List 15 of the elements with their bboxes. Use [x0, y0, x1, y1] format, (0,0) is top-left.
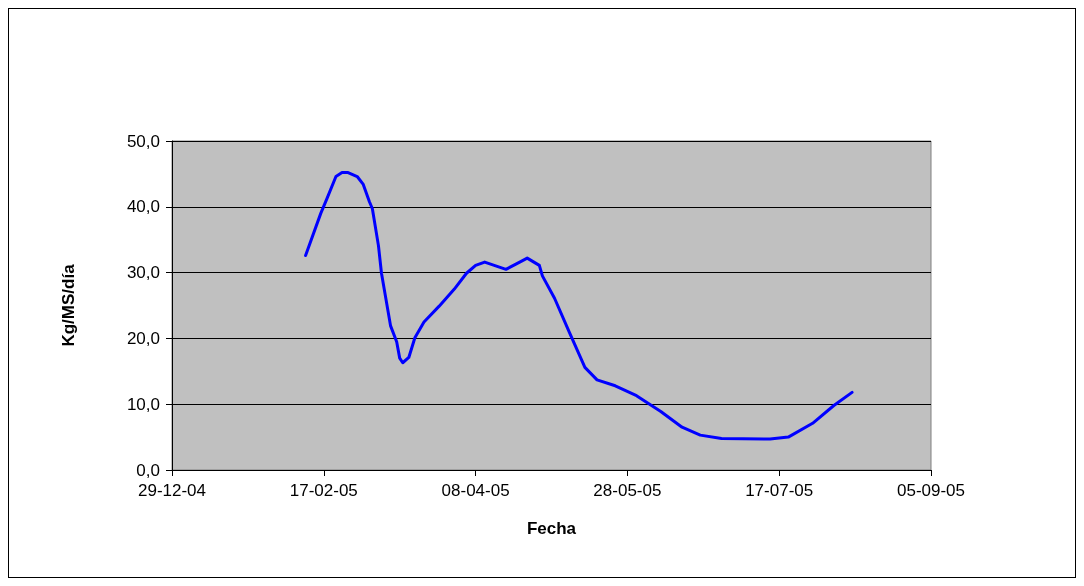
x-axis-title: Fecha — [526, 519, 577, 538]
line-series — [304, 171, 854, 441]
x-tick-label: 29-12-04 — [137, 481, 207, 500]
x-tick-label: 28-05-05 — [593, 481, 662, 500]
x-tick-label: 05-09-05 — [896, 481, 966, 500]
y-axis-title: Kg/MS/día — [59, 263, 78, 347]
y-tick-label: 30,0 — [126, 263, 160, 283]
x-tick-label: 08-04-05 — [441, 481, 510, 500]
y-tick-label: 50,0 — [126, 131, 160, 151]
x-tick-label: 17-02-05 — [289, 481, 358, 500]
y-tick-label: 20,0 — [126, 328, 160, 348]
y-tick-label: 40,0 — [126, 197, 160, 217]
y-tick-label: 10,0 — [126, 394, 160, 414]
y-tick-label: 0,0 — [136, 460, 160, 480]
x-tick-label: 17-07-05 — [745, 481, 814, 500]
